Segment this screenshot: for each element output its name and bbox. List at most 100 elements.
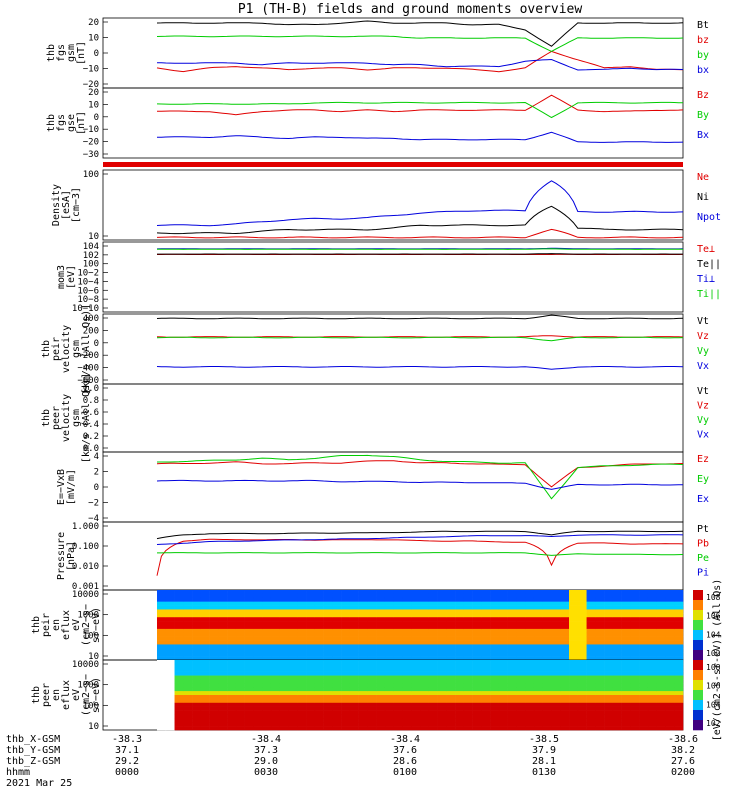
heatmap-cell bbox=[472, 609, 482, 614]
heatmap-cell bbox=[542, 656, 552, 661]
heatmap-cell bbox=[490, 593, 500, 599]
heatmap-cell bbox=[157, 628, 167, 634]
heatmap-cell bbox=[472, 617, 482, 622]
heatmap-cell bbox=[314, 656, 324, 661]
heatmap-cell bbox=[455, 667, 465, 672]
heatmap-cell bbox=[376, 609, 386, 614]
heatmap-cell bbox=[183, 597, 193, 602]
heatmap-cell bbox=[595, 660, 605, 665]
heatmap-cell bbox=[227, 632, 237, 637]
heatmap-cell bbox=[569, 617, 579, 622]
heatmap-cell bbox=[165, 648, 175, 653]
heatmap-cell bbox=[384, 718, 394, 723]
heatmap-cell bbox=[227, 644, 237, 649]
heatmap-cell bbox=[647, 636, 657, 641]
legend-entry: Vx bbox=[697, 361, 709, 372]
y-tick-label: 20 bbox=[88, 18, 99, 28]
legend-entry: bx bbox=[697, 65, 709, 76]
heatmap-cell bbox=[551, 617, 561, 622]
heatmap-cell bbox=[209, 710, 219, 715]
y-tick-label: 10 bbox=[88, 34, 99, 44]
heatmap-cell bbox=[516, 660, 526, 665]
heatmap-cell bbox=[516, 663, 526, 669]
heatmap-cell bbox=[297, 671, 307, 676]
heatmap-cell bbox=[455, 718, 465, 723]
heatmap-cell bbox=[376, 640, 386, 645]
heatmap-cell bbox=[306, 648, 316, 653]
heatmap-cell bbox=[358, 609, 368, 614]
heatmap-cell bbox=[639, 671, 649, 676]
heatmap-cell bbox=[349, 667, 359, 672]
heatmap-cell bbox=[297, 636, 307, 641]
heatmap-cell bbox=[665, 687, 675, 692]
heatmap-cell bbox=[306, 656, 316, 661]
heatmap-cell bbox=[297, 621, 307, 626]
heatmap-cell bbox=[165, 590, 175, 595]
footer-row-label: hhmm bbox=[6, 767, 30, 778]
heatmap-cell bbox=[674, 679, 684, 684]
heatmap-cell bbox=[656, 675, 666, 680]
heatmap-cell bbox=[463, 656, 473, 661]
heatmap-cell bbox=[674, 597, 684, 602]
heatmap-cell bbox=[244, 652, 254, 657]
heatmap-cell bbox=[533, 714, 544, 719]
heatmap-cell bbox=[621, 675, 631, 680]
heatmap-cell bbox=[165, 609, 175, 614]
heatmap-cell bbox=[288, 656, 298, 661]
heatmap-cell bbox=[279, 698, 289, 704]
heatmap-cell bbox=[192, 718, 202, 723]
heatmap-cell bbox=[630, 648, 640, 653]
heatmap-cell bbox=[551, 613, 561, 618]
heatmap-cell bbox=[481, 590, 491, 595]
heatmap-cell bbox=[647, 601, 657, 606]
heatmap-cell bbox=[227, 726, 237, 731]
heatmap-cell bbox=[349, 597, 359, 602]
heatmap-cell bbox=[463, 590, 473, 595]
footer-row-label: thb_Z-GSM bbox=[6, 756, 60, 767]
heatmap-cell bbox=[490, 628, 500, 634]
heatmap-cell bbox=[165, 706, 175, 711]
heatmap-cell bbox=[157, 652, 167, 657]
legend-entry: Bx bbox=[697, 130, 709, 141]
heatmap-cell bbox=[665, 710, 675, 715]
heatmap-cell bbox=[656, 621, 666, 626]
heatmap-cell bbox=[569, 625, 579, 630]
heatmap-cell bbox=[402, 601, 412, 606]
heatmap-cell bbox=[612, 590, 622, 595]
heatmap-cell bbox=[402, 644, 412, 649]
heatmap-cell bbox=[358, 636, 368, 641]
heatmap-cell bbox=[279, 609, 289, 614]
heatmap-cell bbox=[621, 667, 631, 672]
heatmap-cell bbox=[463, 698, 473, 704]
heatmap-cell bbox=[542, 632, 552, 637]
heatmap-cell bbox=[174, 648, 184, 653]
series-line bbox=[156, 20, 684, 47]
heatmap-cell bbox=[604, 648, 614, 653]
heatmap-cell bbox=[525, 675, 535, 680]
heatmap-cell bbox=[279, 718, 289, 723]
heatmap-cell bbox=[165, 698, 175, 704]
heatmap-cell bbox=[612, 683, 622, 688]
heatmap-cell bbox=[472, 636, 482, 641]
heatmap-cell bbox=[349, 632, 359, 637]
heatmap-cell bbox=[586, 663, 596, 669]
heatmap-cell bbox=[569, 710, 579, 715]
heatmap-cell bbox=[647, 722, 657, 727]
heatmap-cell bbox=[560, 698, 570, 704]
heatmap-cell bbox=[656, 695, 666, 700]
heatmap-cell bbox=[674, 636, 684, 641]
heatmap-cell bbox=[586, 640, 596, 645]
heatmap-cell bbox=[621, 613, 631, 618]
heatmap-cell bbox=[639, 660, 649, 665]
heatmap-cell bbox=[192, 648, 202, 653]
heatmap-cell bbox=[630, 628, 640, 634]
heatmap-cell bbox=[192, 706, 202, 711]
heatmap-cell bbox=[244, 656, 254, 661]
heatmap-cell bbox=[332, 601, 342, 606]
heatmap-cell bbox=[498, 675, 508, 680]
heatmap-cell bbox=[595, 597, 605, 602]
heatmap-cell bbox=[288, 625, 298, 630]
heatmap-cell bbox=[551, 667, 561, 672]
heatmap-cell bbox=[577, 640, 587, 645]
heatmap-cell bbox=[270, 613, 281, 618]
